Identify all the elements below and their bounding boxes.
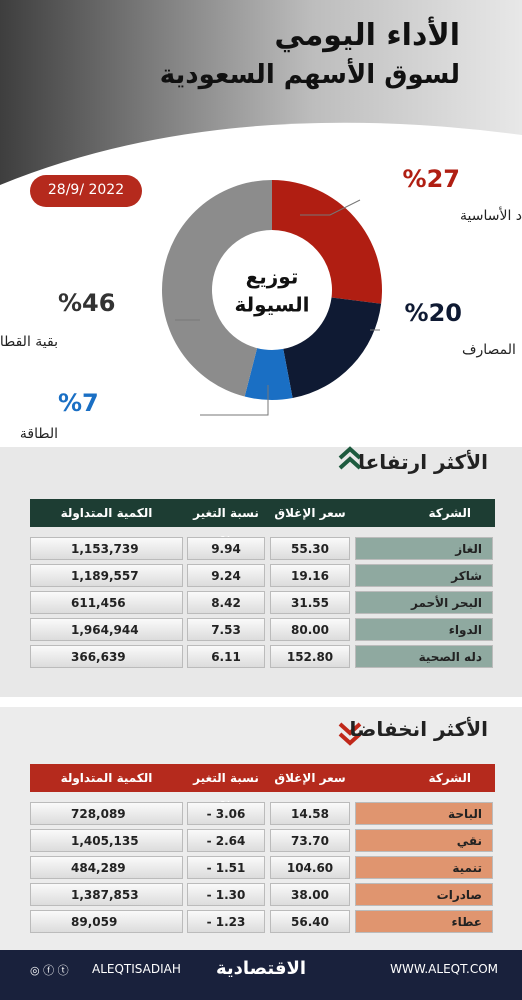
table-cell: الغاز	[355, 537, 493, 560]
value-label: %20	[405, 299, 462, 327]
losers-bg	[0, 707, 522, 950]
leader-line	[300, 199, 361, 216]
table-cell: 366,639	[30, 645, 183, 668]
value-label: %7	[58, 389, 99, 417]
table-cell: 8.42	[187, 591, 265, 614]
table-cell: دله الصحية	[355, 645, 493, 668]
table-cell: - 1.51	[187, 856, 265, 879]
value-label: %27	[403, 165, 460, 193]
table-cell: نقي	[355, 829, 493, 852]
table-cell: شاكر	[355, 564, 493, 587]
column-header: الكمية المتداولة	[60, 506, 153, 520]
table-cell: 19.16	[270, 564, 350, 587]
table-cell: 1,153,739	[30, 537, 183, 560]
donut-segment	[283, 297, 382, 399]
up-icon	[338, 446, 362, 470]
column-header: الشركة	[428, 506, 471, 520]
table-cell: 38.00	[270, 883, 350, 906]
table-cell: 73.70	[270, 829, 350, 852]
column-header: نسبة التغير %	[193, 771, 259, 813]
date-badge	[30, 175, 142, 207]
section-title: الأكثر انخفاضا	[349, 717, 488, 741]
table-cell: - 1.30	[187, 883, 265, 906]
table-cell: - 1.23	[187, 910, 265, 933]
donut-center-label: السيولة	[234, 293, 309, 317]
title: الأداء اليومي	[274, 18, 460, 53]
donut-center-label: توزيع	[246, 265, 299, 289]
table-cell: 9.94	[187, 537, 265, 560]
table-cell: الباحة	[355, 802, 493, 825]
category-label: المواد الأساسية	[460, 206, 522, 224]
column-header: نسبة التغير %	[193, 506, 259, 548]
table-cell: 1,964,944	[30, 618, 183, 641]
column-header: الكمية المتداولة	[60, 771, 153, 785]
column-header: سعر الإغلاق	[274, 771, 346, 785]
table-cell: 1,387,853	[30, 883, 183, 906]
table-cell: 9.24	[187, 564, 265, 587]
donut-segment	[244, 348, 293, 400]
category-label: الطاقة	[20, 426, 58, 442]
table-cell: 31.55	[270, 591, 350, 614]
footer-brand: الاقتصادية	[215, 958, 307, 979]
date: 28/9/ 2022	[47, 182, 125, 198]
footer-bg	[0, 950, 522, 1000]
column-header: الشركة	[428, 771, 471, 785]
table-cell: - 3.06	[187, 802, 265, 825]
table-cell: 1,189,557	[30, 564, 183, 587]
section-title: الأكثر ارتفاعا	[358, 450, 488, 474]
table-cell: 80.00	[270, 618, 350, 641]
table-cell: تنمية	[355, 856, 493, 879]
table-header-bg	[30, 764, 495, 792]
table-cell: 56.40	[270, 910, 350, 933]
donut-segment	[272, 180, 383, 304]
category-label: المصارف	[462, 342, 516, 358]
value-label: %46	[58, 289, 115, 317]
column-header: سعر الإغلاق	[274, 506, 346, 520]
table-cell: - 2.64	[187, 829, 265, 852]
donut-segment	[161, 180, 272, 397]
table-cell: البحر الأحمر	[355, 591, 493, 614]
table-cell: عطاء	[355, 910, 493, 933]
table-cell: 728,089	[30, 802, 183, 825]
donut: توزيع السيولة %27المواد الأساسية %20المصارف…	[0, 165, 522, 442]
table-cell: 55.30	[270, 537, 350, 560]
category-label: بقية القطاعات	[0, 334, 58, 350]
subtitle: لسوق الأسهم السعودية	[159, 60, 460, 90]
table-cell: 104.60	[270, 856, 350, 879]
footer-url: WWW.ALEQT.COM	[390, 962, 498, 976]
table-cell: 484,289	[30, 856, 183, 879]
table-cell: صادرات	[355, 883, 493, 906]
down-icon	[338, 722, 362, 746]
leader-line	[200, 385, 269, 416]
table-cell: 152.80	[270, 645, 350, 668]
table-cell: 89,059	[30, 910, 183, 933]
table-cell: 1,405,135	[30, 829, 183, 852]
table-header-bg	[30, 499, 495, 527]
table-cell: 7.53	[187, 618, 265, 641]
table-cell: 611,456	[30, 591, 183, 614]
table-cell: الدواء	[355, 618, 493, 641]
footer-handle: ALEQTISADIAH	[92, 962, 181, 976]
table-cell: 6.11	[187, 645, 265, 668]
table-cell: 14.58	[270, 802, 350, 825]
social-icons: ◎ ⓕ ⓣ	[30, 964, 69, 977]
